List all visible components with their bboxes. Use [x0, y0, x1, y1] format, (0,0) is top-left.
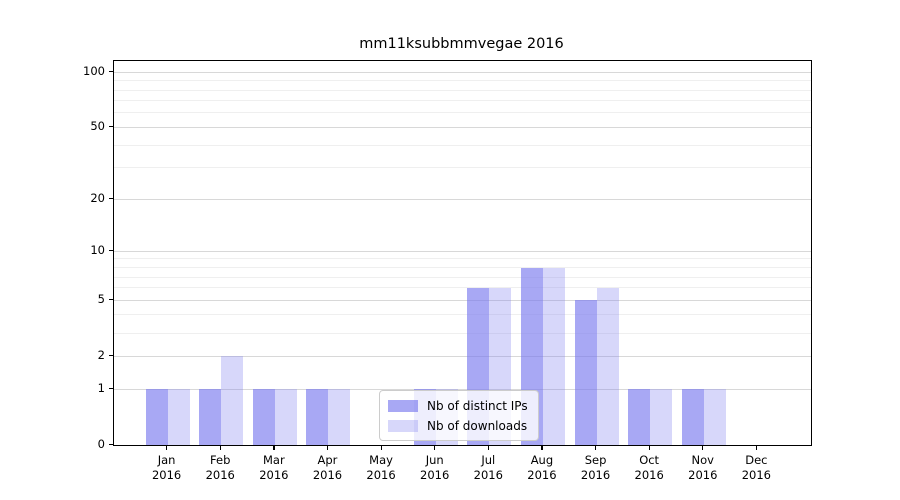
minor-gridline	[114, 112, 811, 114]
y-axis-tick	[109, 70, 113, 72]
major-gridline	[114, 198, 811, 200]
x-axis-tick-label: Aug 2016	[527, 453, 557, 482]
y-axis-tick	[109, 249, 113, 251]
y-axis-tick	[109, 354, 113, 356]
legend-swatch-downloads	[388, 419, 418, 432]
x-axis-tick	[434, 446, 436, 450]
y-axis-tick	[109, 125, 113, 128]
bar-distinct-ips	[306, 389, 329, 445]
chart-title: mm11ksubbmmvegae 2016	[359, 36, 564, 52]
x-axis-tick	[380, 446, 382, 450]
minor-gridline	[114, 258, 811, 260]
legend-swatch-distinct-ips	[388, 399, 418, 412]
bar-distinct-ips	[252, 389, 275, 445]
x-axis-tick	[702, 446, 704, 450]
major-gridline	[114, 299, 811, 301]
x-axis-tick	[326, 446, 329, 450]
minor-gridline	[114, 89, 811, 91]
minor-gridline	[114, 100, 811, 102]
y-axis-tick	[109, 298, 113, 300]
x-axis-tick-label: Mar 2016	[259, 453, 289, 482]
bar-distinct-ips	[145, 389, 168, 445]
x-axis-tick	[166, 446, 168, 450]
x-axis-tick-label: Sep 2016	[580, 453, 611, 482]
y-axis-tick-label: 0	[97, 437, 105, 451]
x-axis-tick	[595, 446, 597, 450]
y-axis-tick-label: 50	[90, 119, 105, 134]
minor-gridline	[114, 267, 811, 268]
bar-downloads	[328, 389, 351, 445]
bar-downloads	[703, 389, 726, 445]
x-axis-tick	[219, 446, 221, 450]
major-gridline	[114, 355, 811, 357]
major-gridline	[114, 388, 811, 390]
bar-downloads	[542, 267, 565, 445]
legend-item: Nb of downloads	[388, 417, 528, 434]
x-axis-tick	[273, 446, 275, 450]
minor-gridline	[114, 276, 811, 278]
major-gridline	[114, 71, 811, 73]
minor-gridline	[114, 287, 811, 289]
x-axis-tick	[487, 446, 489, 450]
major-gridline	[114, 250, 811, 252]
minor-gridline	[114, 80, 811, 82]
x-axis-tick-label: Feb 2016	[205, 453, 235, 482]
bar-downloads	[274, 389, 297, 445]
legend-label-downloads: Nb of downloads	[427, 418, 528, 433]
legend: Nb of distinct IPs Nb of downloads	[379, 390, 539, 441]
x-axis-tick-label: May 2016	[366, 453, 396, 482]
plot-area	[113, 60, 812, 446]
y-axis-tick	[109, 443, 113, 445]
x-axis-tick-label: Nov 2016	[688, 453, 718, 482]
minor-gridline	[114, 144, 811, 146]
y-axis-tick-label: 10	[90, 243, 105, 258]
bar-distinct-ips	[199, 389, 222, 445]
y-axis-tick-label: 100	[83, 64, 105, 79]
bar-downloads	[221, 356, 244, 445]
x-axis-tick	[648, 446, 650, 450]
y-axis-tick-label: 1	[97, 381, 105, 395]
bar-downloads	[167, 389, 190, 445]
bar-distinct-ips	[574, 300, 597, 445]
bar-downloads	[650, 389, 673, 445]
y-axis-tick	[109, 197, 113, 199]
bar-downloads	[596, 287, 619, 445]
y-axis-tick-label: 2	[97, 348, 105, 363]
minor-gridline	[114, 332, 811, 334]
x-axis-tick	[755, 446, 758, 450]
x-axis-tick-label: Dec 2016	[741, 453, 772, 482]
x-axis-tick-label: Jun 2016	[420, 453, 450, 482]
bar-distinct-ips	[681, 389, 704, 445]
x-axis-tick-label: Oct 2016	[634, 453, 664, 482]
x-axis-tick	[541, 446, 543, 450]
y-axis-tick-label: 5	[97, 292, 105, 307]
minor-gridline	[114, 314, 811, 316]
major-gridline	[114, 126, 811, 128]
legend-label-distinct-ips: Nb of distinct IPs	[427, 398, 528, 413]
legend-item: Nb of distinct IPs	[388, 397, 528, 414]
x-axis-tick-label: Jul 2016	[473, 453, 503, 482]
y-axis-tick-label: 20	[90, 191, 105, 206]
minor-gridline	[114, 167, 811, 169]
bar-distinct-ips	[628, 389, 651, 445]
y-axis-tick	[109, 387, 113, 389]
x-axis-tick-label: Apr 2016	[312, 453, 343, 482]
x-axis-tick-label: Jan 2016	[151, 453, 182, 482]
